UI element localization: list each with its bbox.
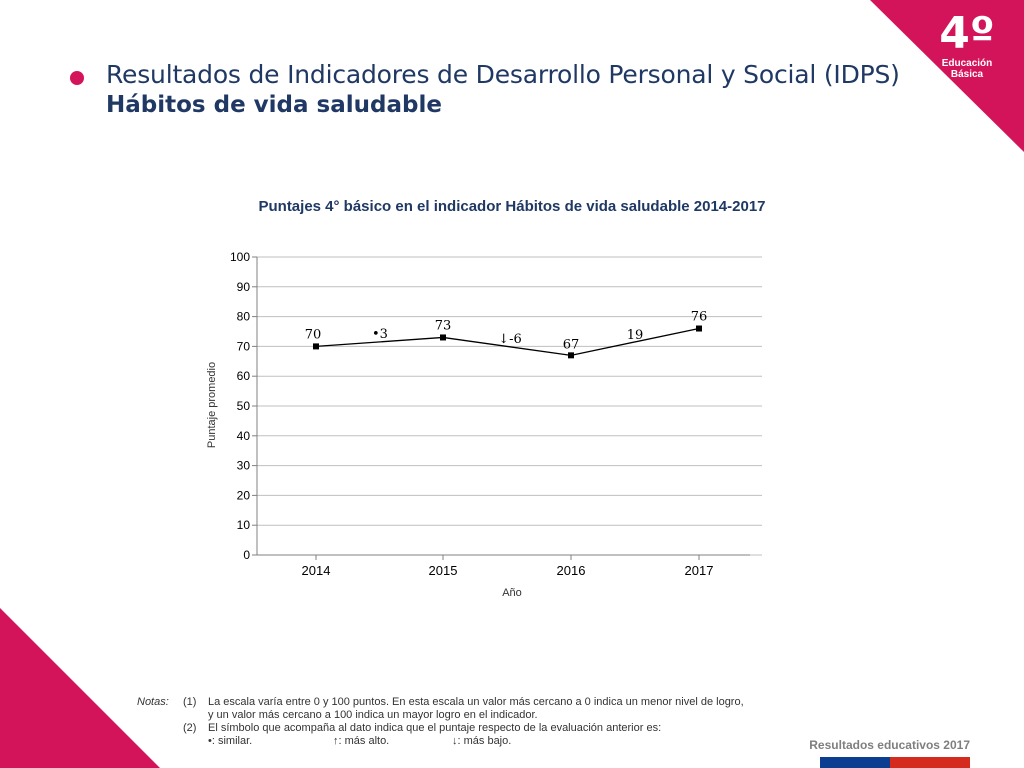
chart-title: Puntajes 4° básico en el indicador Hábit…	[258, 198, 766, 215]
note-2-line-1: El símbolo que acompaña al dato indica q…	[208, 722, 662, 734]
x-tick-label: 2015	[429, 563, 458, 578]
y-tick-label: 40	[237, 429, 251, 443]
data-label: 70	[305, 327, 322, 342]
page-title: Resultados de Indicadores de Desarrollo …	[106, 60, 900, 89]
data-point	[696, 325, 702, 332]
grade-number: 4º	[939, 8, 995, 59]
legend-similar: •: similar.	[208, 735, 253, 747]
y-tick-label: 0	[243, 548, 250, 562]
y-tick-label: 60	[237, 369, 251, 383]
x-tick-label: 2017	[685, 563, 714, 578]
grade-level-line2: Básica	[950, 69, 984, 80]
y-tick-label: 10	[237, 518, 251, 532]
change-label: 19	[627, 328, 644, 343]
series-line	[315, 327, 700, 356]
data-point	[440, 334, 446, 341]
y-tick-label: 50	[237, 399, 251, 413]
note-1-line-1: La escala varía entre 0 y 100 puntos. En…	[208, 696, 744, 708]
grade-level-line1: Educación	[941, 58, 993, 69]
change-label: •3	[372, 327, 388, 342]
x-tick-label: 2014	[302, 563, 331, 578]
legend-lower: ↓: más bajo.	[452, 735, 512, 747]
y-tick-label: 30	[237, 459, 251, 473]
y-tick-label: 100	[230, 250, 250, 264]
data-label: 76	[691, 310, 708, 325]
flag-stripe	[820, 757, 970, 768]
y-tick-label: 20	[237, 488, 251, 502]
y-tick-label: 80	[237, 310, 251, 324]
y-axis-title: Puntaje promedio	[206, 362, 218, 448]
page-subtitle: Hábitos de vida saludable	[106, 92, 442, 118]
bullet-icon	[70, 71, 84, 85]
data-label: 67	[563, 337, 580, 352]
note-2-number: (2)	[183, 722, 197, 734]
legend-higher: ↑: más alto.	[333, 735, 390, 747]
change-label: ↓-6	[498, 332, 522, 347]
y-tick-label: 70	[237, 339, 251, 353]
notes-label: Notas:	[137, 696, 169, 708]
x-axis-title: Año	[502, 587, 522, 599]
data-point	[568, 352, 574, 359]
note-1-line-2: y un valor más cercano a 100 indica un m…	[208, 709, 538, 721]
x-tick-label: 2016	[557, 563, 586, 578]
note-1-number: (1)	[183, 696, 197, 708]
grade-badge: 4º Educación Básica	[932, 8, 1002, 81]
footer-brand: Resultados educativos 2017	[809, 738, 970, 752]
data-label: 73	[435, 318, 452, 333]
y-tick-label: 90	[237, 280, 251, 294]
data-point	[313, 343, 319, 350]
